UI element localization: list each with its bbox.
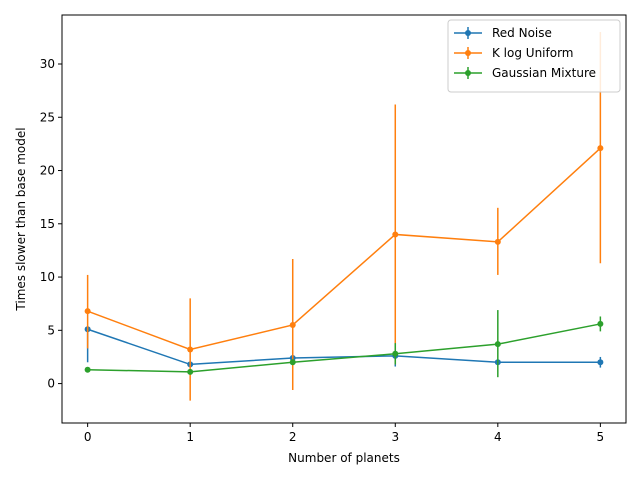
- y-tick-label: 25: [40, 110, 55, 124]
- y-tick-label: 0: [47, 377, 55, 391]
- data-point: [187, 368, 194, 375]
- data-point: [597, 145, 604, 152]
- data-point: [84, 308, 91, 315]
- legend-label: Gaussian Mixture: [492, 66, 596, 80]
- legend-entry: K log Uniform: [454, 46, 574, 60]
- x-tick-label: 1: [186, 430, 194, 444]
- x-tick-label: 0: [84, 430, 92, 444]
- series-line: [87, 323, 601, 373]
- x-axis: 0 1 2 3 4 5: [84, 423, 604, 444]
- data-point: [289, 359, 296, 366]
- y-tick-label: 15: [40, 217, 55, 231]
- data-point: [289, 321, 296, 328]
- x-tick-label: 5: [597, 430, 605, 444]
- legend-label: K log Uniform: [492, 46, 574, 60]
- legend-marker: [465, 30, 471, 36]
- legend-entry: Gaussian Mixture: [454, 66, 596, 80]
- data-point: [84, 366, 91, 373]
- data-point: [392, 350, 399, 357]
- data-point: [187, 346, 194, 353]
- axes-frame: [61, 14, 627, 424]
- legend-marker: [465, 50, 471, 56]
- x-tick-label: 3: [391, 430, 399, 444]
- data-point: [494, 238, 501, 245]
- y-tick-label: 30: [40, 57, 55, 71]
- data-point: [597, 359, 604, 366]
- legend-frame: [447, 19, 621, 93]
- legend: Red Noise K log Uniform Gaussian Mixture: [447, 19, 621, 93]
- x-tick-label: 2: [289, 430, 297, 444]
- y-tick-label: 5: [47, 323, 55, 337]
- x-tick-label: 4: [494, 430, 502, 444]
- series-red-noise: [84, 326, 604, 368]
- legend-entry: Red Noise: [454, 26, 552, 40]
- y-tick-label: 10: [40, 270, 55, 284]
- data-point: [597, 320, 604, 327]
- data-point: [392, 231, 399, 238]
- y-axis: 0 5 10 15 20 25 30: [40, 57, 62, 391]
- x-axis-label: Number of planets: [288, 451, 400, 465]
- legend-marker: [465, 70, 471, 76]
- series-line: [87, 147, 601, 351]
- series-line: [87, 328, 601, 366]
- legend-label: Red Noise: [492, 26, 552, 40]
- data-point: [494, 341, 501, 348]
- series-gaussian-mixture: [84, 310, 604, 378]
- y-tick-label: 20: [40, 164, 55, 178]
- y-axis-label: Times slower than base model: [14, 127, 28, 311]
